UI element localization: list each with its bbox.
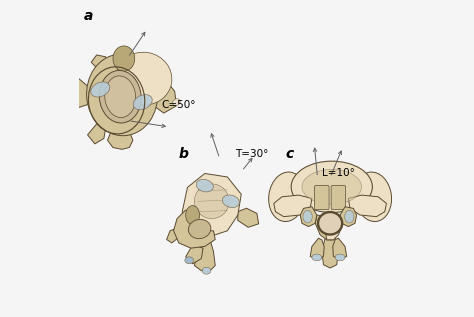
Ellipse shape	[194, 184, 229, 219]
FancyBboxPatch shape	[315, 185, 329, 210]
Ellipse shape	[60, 86, 68, 93]
Text: L=10°: L=10°	[322, 168, 355, 178]
Ellipse shape	[100, 70, 141, 123]
Ellipse shape	[113, 46, 135, 71]
Ellipse shape	[196, 179, 213, 192]
Polygon shape	[173, 210, 215, 248]
Ellipse shape	[302, 169, 362, 204]
Ellipse shape	[269, 172, 305, 222]
Ellipse shape	[222, 195, 239, 208]
Ellipse shape	[202, 267, 211, 274]
Ellipse shape	[312, 254, 322, 261]
Polygon shape	[325, 215, 343, 240]
Polygon shape	[194, 239, 215, 271]
Ellipse shape	[105, 76, 136, 118]
Ellipse shape	[133, 94, 152, 110]
Polygon shape	[108, 131, 133, 149]
Polygon shape	[274, 195, 312, 217]
Ellipse shape	[116, 52, 172, 105]
Polygon shape	[348, 195, 386, 217]
Polygon shape	[186, 245, 203, 264]
Ellipse shape	[319, 212, 342, 234]
Ellipse shape	[87, 54, 157, 136]
Ellipse shape	[345, 210, 354, 223]
Ellipse shape	[188, 219, 211, 239]
Text: C=50°: C=50°	[161, 100, 196, 110]
Polygon shape	[340, 207, 356, 227]
Ellipse shape	[355, 172, 392, 222]
Ellipse shape	[303, 210, 312, 223]
Polygon shape	[301, 207, 317, 227]
Polygon shape	[64, 77, 90, 109]
FancyBboxPatch shape	[331, 185, 346, 210]
Ellipse shape	[186, 206, 200, 225]
Polygon shape	[88, 124, 106, 144]
Text: a: a	[84, 9, 93, 23]
Polygon shape	[333, 238, 346, 260]
Polygon shape	[167, 227, 181, 243]
Polygon shape	[151, 82, 176, 113]
Polygon shape	[315, 215, 335, 240]
Ellipse shape	[173, 99, 180, 106]
Text: T=30°: T=30°	[236, 149, 269, 159]
Polygon shape	[322, 238, 338, 268]
Polygon shape	[238, 208, 259, 227]
Text: c: c	[286, 147, 294, 161]
Polygon shape	[182, 173, 241, 236]
Ellipse shape	[185, 257, 193, 264]
Ellipse shape	[91, 82, 110, 97]
Polygon shape	[91, 55, 109, 69]
Ellipse shape	[291, 161, 373, 212]
Ellipse shape	[335, 254, 345, 261]
Polygon shape	[310, 238, 324, 260]
Text: b: b	[179, 147, 189, 161]
